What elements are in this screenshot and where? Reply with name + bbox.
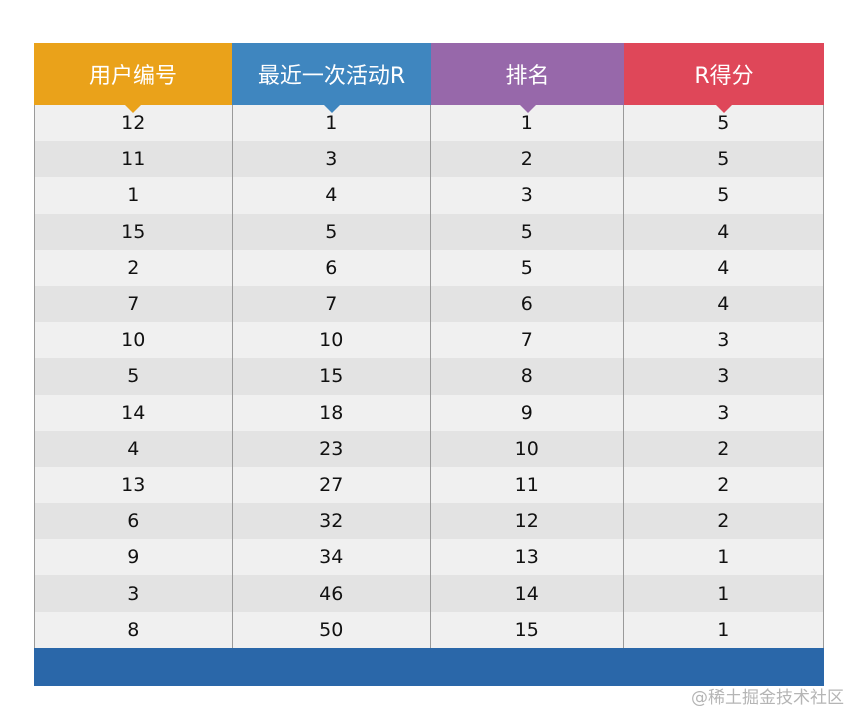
- cell-r-score: 2: [717, 510, 730, 533]
- cell-last-activity-r: 46: [233, 575, 431, 612]
- cell-user-id: 11: [35, 141, 233, 178]
- cell-user-id: 5: [35, 358, 233, 395]
- table-row: 3 46 14 1: [35, 575, 823, 612]
- header-pointer-icon: [125, 105, 141, 113]
- table-row: 12 1 1 5: [35, 105, 823, 142]
- table-row: 15 5 5 4: [35, 213, 823, 250]
- cell-last-activity-r: 27: [233, 466, 431, 504]
- cell-user-id: 10: [35, 322, 233, 359]
- cell-r-score: 5: [717, 112, 730, 135]
- cell-last-activity-r: 7: [233, 285, 431, 323]
- cell-user-id: 9: [35, 539, 233, 576]
- cell-last-activity-r: 34: [233, 539, 431, 576]
- cell-r-score: 1: [717, 582, 730, 605]
- cell-user-id: 15: [35, 213, 233, 250]
- cell-rank: 5: [431, 213, 624, 250]
- cell-user-id: 1: [35, 177, 233, 214]
- cell-last-activity-r: 4: [233, 177, 431, 214]
- header-pointer-icon: [519, 105, 536, 113]
- cell-r-score: 4: [717, 220, 730, 243]
- header-rank: 排名: [431, 43, 624, 113]
- table-row: 4 23 10 2: [35, 430, 823, 467]
- cell-rank: 6: [431, 285, 624, 323]
- cell-user-id: 14: [35, 394, 233, 431]
- table-row: 10 10 7 3: [35, 322, 823, 359]
- header-pointer-icon: [716, 105, 732, 113]
- cell-rank: 15: [431, 611, 624, 648]
- cell-user-id: 13: [35, 466, 233, 504]
- table-row: 14 18 9 3: [35, 394, 823, 431]
- cell-user-id: 2: [35, 249, 233, 286]
- cell-last-activity-r: 5: [233, 213, 431, 250]
- cell-r-score: 4: [717, 293, 730, 316]
- cell-user-id: 3: [35, 575, 233, 612]
- cell-rank: 7: [431, 322, 624, 359]
- table-row: 13 27 11 2: [35, 466, 823, 504]
- cell-user-id: 7: [35, 285, 233, 323]
- cell-rank: 11: [431, 466, 624, 504]
- cell-r-score: 2: [717, 437, 730, 460]
- header-label: 排名: [505, 64, 550, 89]
- header-last-activity-r: 最近一次活动R: [232, 43, 431, 113]
- cell-rank: 1: [431, 105, 624, 142]
- cell-last-activity-r: 32: [233, 503, 431, 540]
- cell-user-id: 6: [35, 503, 233, 540]
- cell-last-activity-r: 1: [233, 105, 431, 142]
- cell-rank: 8: [431, 358, 624, 395]
- watermark: @稀土掘金技术社区: [691, 688, 844, 708]
- cell-r-score: 2: [717, 473, 730, 496]
- cell-rank: 12: [431, 503, 624, 540]
- table-row: 6 32 12 2: [35, 503, 823, 540]
- cell-r-score: 1: [717, 546, 730, 569]
- table-header: 用户编号 最近一次活动R 排名 R得分: [34, 43, 824, 113]
- header-r-score: R得分: [624, 43, 824, 113]
- header-label: R得分: [694, 64, 754, 89]
- cell-user-id: 8: [35, 611, 233, 648]
- cell-r-score: 3: [717, 365, 730, 388]
- cell-last-activity-r: 50: [233, 611, 431, 648]
- cell-rank: 9: [431, 394, 624, 431]
- cell-last-activity-r: 23: [233, 430, 431, 467]
- cell-rank: 5: [431, 249, 624, 286]
- cell-last-activity-r: 10: [233, 322, 431, 359]
- cell-rank: 10: [431, 430, 624, 467]
- cell-r-score: 1: [717, 618, 730, 641]
- cell-r-score: 3: [717, 329, 730, 352]
- cell-r-score: 4: [717, 256, 730, 279]
- cell-r-score: 5: [717, 148, 730, 171]
- rfm-table: 用户编号 最近一次活动R 排名 R得分 12 1 1 5 11 3 2 5 1 4 3 5 15 5 5 4 2 6 5 4…: [34, 43, 824, 686]
- cell-last-activity-r: 18: [233, 394, 431, 431]
- header-label: 用户编号: [88, 64, 177, 89]
- table-footer-bar: [34, 647, 824, 686]
- cell-last-activity-r: 15: [233, 358, 431, 395]
- cell-r-score: 5: [717, 184, 730, 207]
- cell-rank: 2: [431, 141, 624, 178]
- cell-rank: 13: [431, 539, 624, 576]
- table-row: 8 50 15 1: [35, 611, 823, 648]
- header-user-id: 用户编号: [34, 43, 232, 113]
- cell-last-activity-r: 3: [233, 141, 431, 178]
- header-pointer-icon: [323, 105, 340, 113]
- cell-user-id: 12: [35, 105, 233, 142]
- cell-user-id: 4: [35, 430, 233, 467]
- table-body: 12 1 1 5 11 3 2 5 1 4 3 5 15 5 5 4 2 6 5 4 7 7 6 4 10 10 7 3 5 15 8 3 14…: [34, 105, 824, 648]
- cell-rank: 14: [431, 575, 624, 612]
- table-row: 9 34 13 1: [35, 539, 823, 576]
- cell-last-activity-r: 6: [233, 249, 431, 286]
- table-row: 5 15 8 3: [35, 358, 823, 395]
- cell-rank: 3: [431, 177, 624, 214]
- cell-r-score: 3: [717, 401, 730, 424]
- table-row: 11 3 2 5: [35, 141, 823, 178]
- header-label: 最近一次活动R: [257, 64, 406, 89]
